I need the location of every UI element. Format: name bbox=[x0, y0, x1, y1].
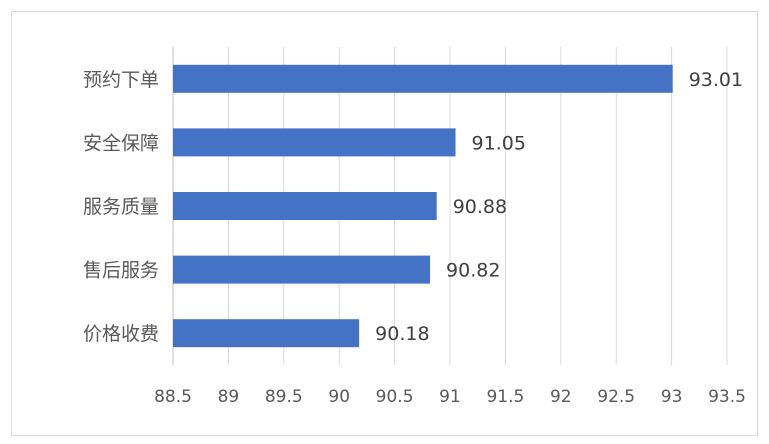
bar bbox=[173, 192, 437, 220]
category-label: 价格收费 bbox=[83, 323, 159, 345]
data-label: 90.82 bbox=[446, 260, 500, 282]
x-axis-tick-labels: 88.5 89 89.5 90 90.5 91 91.5 92 92.5 93 93.5 bbox=[154, 387, 746, 407]
category-label: 预约下单 bbox=[83, 69, 159, 91]
bar bbox=[173, 255, 431, 284]
x-tick-label: 93 bbox=[661, 387, 683, 407]
bar bbox=[173, 128, 456, 157]
x-tick-label: 92.5 bbox=[597, 387, 635, 407]
x-tick-label: 91 bbox=[439, 387, 461, 407]
category-label: 售后服务 bbox=[83, 260, 159, 282]
x-tick-label: 93.5 bbox=[708, 387, 746, 407]
data-labels: 93.01 91.05 90.88 90.82 90.18 bbox=[375, 69, 743, 345]
x-tick-label: 88.5 bbox=[154, 387, 192, 407]
bar bbox=[173, 64, 673, 93]
x-tick-label: 90.5 bbox=[376, 387, 414, 407]
x-tick-label: 89 bbox=[218, 387, 240, 407]
data-label: 91.05 bbox=[472, 132, 526, 154]
gridlines bbox=[172, 47, 728, 365]
category-label: 安全保障 bbox=[83, 132, 159, 154]
x-tick-label: 92 bbox=[550, 387, 572, 407]
x-tick-label: 90 bbox=[328, 387, 350, 407]
x-tick-label: 91.5 bbox=[486, 387, 524, 407]
data-label: 90.88 bbox=[453, 196, 507, 218]
category-label: 服务质量 bbox=[83, 196, 159, 218]
bars bbox=[173, 64, 673, 348]
data-label: 93.01 bbox=[689, 69, 743, 91]
x-tick-label: 89.5 bbox=[265, 387, 303, 407]
data-label: 90.18 bbox=[375, 323, 429, 345]
bar bbox=[173, 319, 360, 348]
